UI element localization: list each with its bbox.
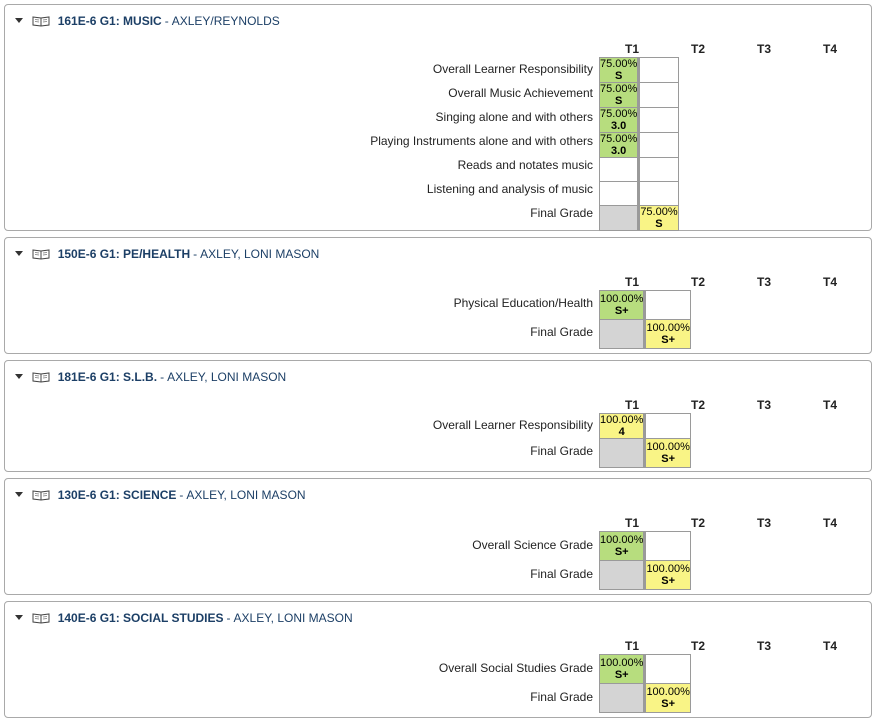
final-grade-label: Final Grade — [530, 206, 593, 220]
course-title[interactable]: 140E-6 G1: SOCIAL STUDIES — [57, 610, 224, 625]
course-header: 150E-6 G1: PE/HEALTH - AXLEY, LONI MASON — [15, 246, 319, 262]
teacher-name: AXLEY, LONI MASON — [200, 246, 320, 261]
standard-label: Overall Learner Responsibility — [432, 62, 593, 76]
grade-cell[interactable]: 100.00% 4 — [598, 413, 645, 439]
term-header-t1: T1 — [624, 275, 639, 289]
course-header: 140E-6 G1: SOCIAL STUDIES - AXLEY, LONI MA… — [15, 610, 353, 626]
term-header-t2: T2 — [690, 516, 705, 530]
final-grade-cell[interactable]: 100.00% S+ — [645, 560, 691, 590]
final-grade-cell[interactable]: 100.00% S+ — [645, 683, 691, 713]
teacher-name: AXLEY, LONI MASON — [186, 487, 306, 502]
term-header-t4: T4 — [822, 639, 837, 653]
final-grade-label: Final Grade — [530, 567, 593, 581]
grade-table: 100.00% S+ 100.00% S+ — [598, 531, 691, 590]
collapse-toggle-icon[interactable] — [15, 492, 23, 498]
course-panel-science: 130E-6 G1: SCIENCE - AXLEY, LONI MASON T1 … — [4, 478, 872, 595]
term-header-t4: T4 — [822, 398, 837, 412]
grade-table: 75.00% S 75.00% S 75.00% 3.0 75.00% 3.0 … — [598, 57, 679, 231]
standard-label: Reads and notates music — [457, 158, 593, 172]
term-header-t2: T2 — [690, 275, 705, 289]
course-panel-music: 161E-6 G1: MUSIC - AXLEY/REYNOLDS T1 T2 T3… — [4, 4, 872, 231]
course-title[interactable]: 150E-6 G1: PE/HEALTH — [57, 246, 191, 261]
term-header-t4: T4 — [822, 42, 837, 56]
grade-table: 100.00% 4 100.00% S+ — [598, 413, 691, 468]
teacher-name: AXLEY, LONI MASON — [167, 369, 287, 384]
standard-label: Overall Social Studies Grade — [438, 661, 593, 675]
course-header: 130E-6 G1: SCIENCE - AXLEY, LONI MASON — [15, 487, 306, 503]
term-header-t2: T2 — [690, 639, 705, 653]
teacher-name: AXLEY, LONI MASON — [233, 610, 353, 625]
final-grade-label: Final Grade — [530, 690, 593, 704]
final-grade-cell[interactable]: 75.00% S — [639, 205, 679, 231]
grade-cell[interactable]: 75.00% 3.0 — [598, 132, 639, 158]
term-header-t1: T1 — [624, 398, 639, 412]
course-title[interactable]: 181E-6 G1: S.L.B. — [57, 369, 158, 384]
book-icon — [32, 372, 50, 383]
term-header-t2: T2 — [690, 398, 705, 412]
book-icon — [32, 249, 50, 260]
standard-label: Listening and analysis of music — [426, 182, 593, 196]
grade-table: 100.00% S+ 100.00% S+ — [598, 290, 691, 349]
standard-label: Overall Learner Responsibility — [432, 418, 593, 432]
final-grade-label: Final Grade — [530, 325, 593, 339]
grade-cell[interactable]: 100.00% S+ — [598, 654, 645, 684]
term-header-t3: T3 — [756, 516, 771, 530]
term-header-t3: T3 — [756, 275, 771, 289]
final-grade-cell[interactable]: 100.00% S+ — [645, 438, 691, 468]
standard-label: Playing Instruments alone and with other… — [370, 134, 593, 148]
course-header: 161E-6 G1: MUSIC - AXLEY/REYNOLDS — [15, 13, 280, 29]
course-title[interactable]: 130E-6 G1: SCIENCE — [57, 487, 177, 502]
course-panel-pe-health: 150E-6 G1: PE/HEALTH - AXLEY, LONI MASON T… — [4, 237, 872, 354]
grade-cell[interactable]: 75.00% 3.0 — [598, 107, 639, 133]
course-panel-social-studies: 140E-6 G1: SOCIAL STUDIES - AXLEY, LONI MA… — [4, 601, 872, 718]
collapse-toggle-icon[interactable] — [15, 374, 23, 380]
standard-label: Overall Science Grade — [472, 538, 593, 552]
grade-cell[interactable]: 100.00% S+ — [598, 531, 645, 561]
term-header-t4: T4 — [822, 275, 837, 289]
term-header-t3: T3 — [756, 639, 771, 653]
course-title[interactable]: 161E-6 G1: MUSIC — [57, 13, 162, 28]
collapse-toggle-icon[interactable] — [15, 251, 23, 257]
term-header-t1: T1 — [624, 516, 639, 530]
term-header-t4: T4 — [822, 516, 837, 530]
standard-label: Singing alone and with others — [435, 110, 593, 124]
book-icon — [32, 16, 50, 27]
book-icon — [32, 613, 50, 624]
grade-cell[interactable]: 75.00% S — [598, 57, 639, 83]
standard-label: Physical Education/Health — [453, 296, 593, 310]
collapse-toggle-icon[interactable] — [15, 18, 23, 24]
standard-label: Overall Music Achievement — [448, 86, 593, 100]
book-icon — [32, 490, 50, 501]
teacher-name: AXLEY/REYNOLDS — [171, 13, 280, 28]
term-header-t1: T1 — [624, 42, 639, 56]
term-header-t1: T1 — [624, 639, 639, 653]
grade-cell[interactable]: 100.00% S+ — [598, 290, 645, 320]
final-grade-cell[interactable]: 100.00% S+ — [645, 319, 691, 349]
term-header-t2: T2 — [690, 42, 705, 56]
course-header: 181E-6 G1: S.L.B. - AXLEY, LONI MASON — [15, 369, 286, 385]
term-header-t3: T3 — [756, 42, 771, 56]
final-grade-label: Final Grade — [530, 444, 593, 458]
grade-table: 100.00% S+ 100.00% S+ — [598, 654, 691, 713]
grade-cell[interactable]: 75.00% S — [598, 82, 639, 108]
course-panel-slb: 181E-6 G1: S.L.B. - AXLEY, LONI MASON T1 T… — [4, 360, 872, 472]
collapse-toggle-icon[interactable] — [15, 615, 23, 621]
term-header-t3: T3 — [756, 398, 771, 412]
